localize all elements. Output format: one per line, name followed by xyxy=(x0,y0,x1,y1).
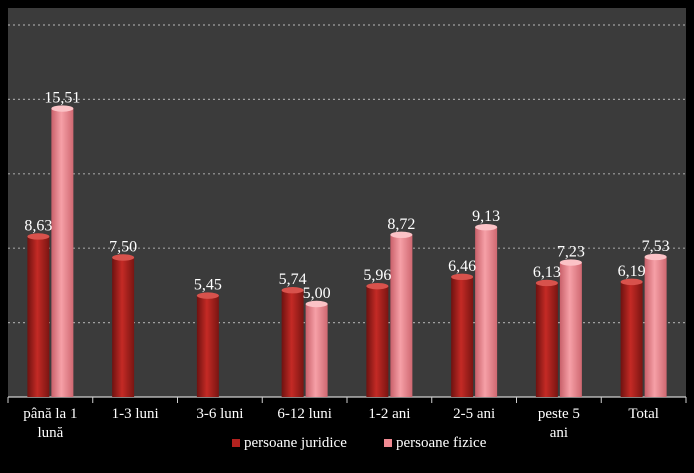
data-label: 5,45 xyxy=(194,277,222,294)
x-tick-label: 1-3 luni xyxy=(112,406,159,422)
bar-persoane-juridice xyxy=(281,287,304,397)
data-label: 7,50 xyxy=(109,239,137,256)
data-label: 6,13 xyxy=(533,264,561,281)
legend-label: persoane juridice xyxy=(244,435,347,451)
data-label: 5,96 xyxy=(363,267,391,284)
x-tick-label: Total xyxy=(628,406,659,422)
bar-persoane-juridice xyxy=(366,282,389,397)
data-labels: 8,63 7,50 5,45 5,74 5,96 6,46 6,13 6,19 15,51 5,0… xyxy=(24,90,669,302)
bar-persoane-juridice xyxy=(196,292,219,397)
data-label: 8,63 xyxy=(24,217,52,234)
bar-persoane-fizice xyxy=(475,223,498,397)
data-label: 7,23 xyxy=(557,244,585,261)
data-label: 15,51 xyxy=(44,90,80,107)
bar-persoane-juridice xyxy=(27,233,50,397)
x-tick-label: peste 5 ani xyxy=(538,406,580,441)
data-label: 7,53 xyxy=(642,238,670,255)
data-label: 5,00 xyxy=(303,285,331,302)
bar-persoane-fizice xyxy=(305,300,328,397)
legend: persoane juridice persoane fizice xyxy=(232,435,487,451)
bar-persoane-juridice xyxy=(112,254,135,397)
legend-swatch xyxy=(384,439,392,447)
bar-persoane-juridice xyxy=(620,278,643,397)
x-axis xyxy=(7,396,687,403)
bar-persoane-juridice xyxy=(535,279,558,397)
legend-label: persoane fizice xyxy=(396,435,487,451)
bar-persoane-fizice xyxy=(390,231,413,397)
data-label: 6,46 xyxy=(448,258,476,275)
x-tick-labels: până la 1 lună 1-3 luni 3-6 luni 6-12 luni 1-… xyxy=(23,406,659,441)
legend-swatch xyxy=(232,439,240,447)
x-tick-label: 3-6 luni xyxy=(196,406,243,422)
data-label: 6,19 xyxy=(618,263,646,280)
data-label: 5,74 xyxy=(279,271,307,288)
plot-area xyxy=(8,8,686,397)
bars xyxy=(27,105,667,397)
legend-item-persoane-fizice: persoane fizice xyxy=(384,435,487,451)
legend-item-persoane-juridice: persoane juridice xyxy=(232,435,347,451)
x-tick-label: până la 1 lună xyxy=(23,406,77,441)
data-label: 8,72 xyxy=(387,216,415,233)
x-tick-label: 2-5 ani xyxy=(453,406,495,422)
bar-persoane-juridice xyxy=(451,273,474,397)
bar-persoane-fizice xyxy=(51,105,74,397)
x-tick-label: 1-2 ani xyxy=(368,406,410,422)
x-tick-label: 6-12 luni xyxy=(277,406,332,422)
bar-persoane-fizice xyxy=(644,253,667,397)
data-label: 9,13 xyxy=(472,208,500,225)
bar-persoane-fizice xyxy=(559,259,582,397)
